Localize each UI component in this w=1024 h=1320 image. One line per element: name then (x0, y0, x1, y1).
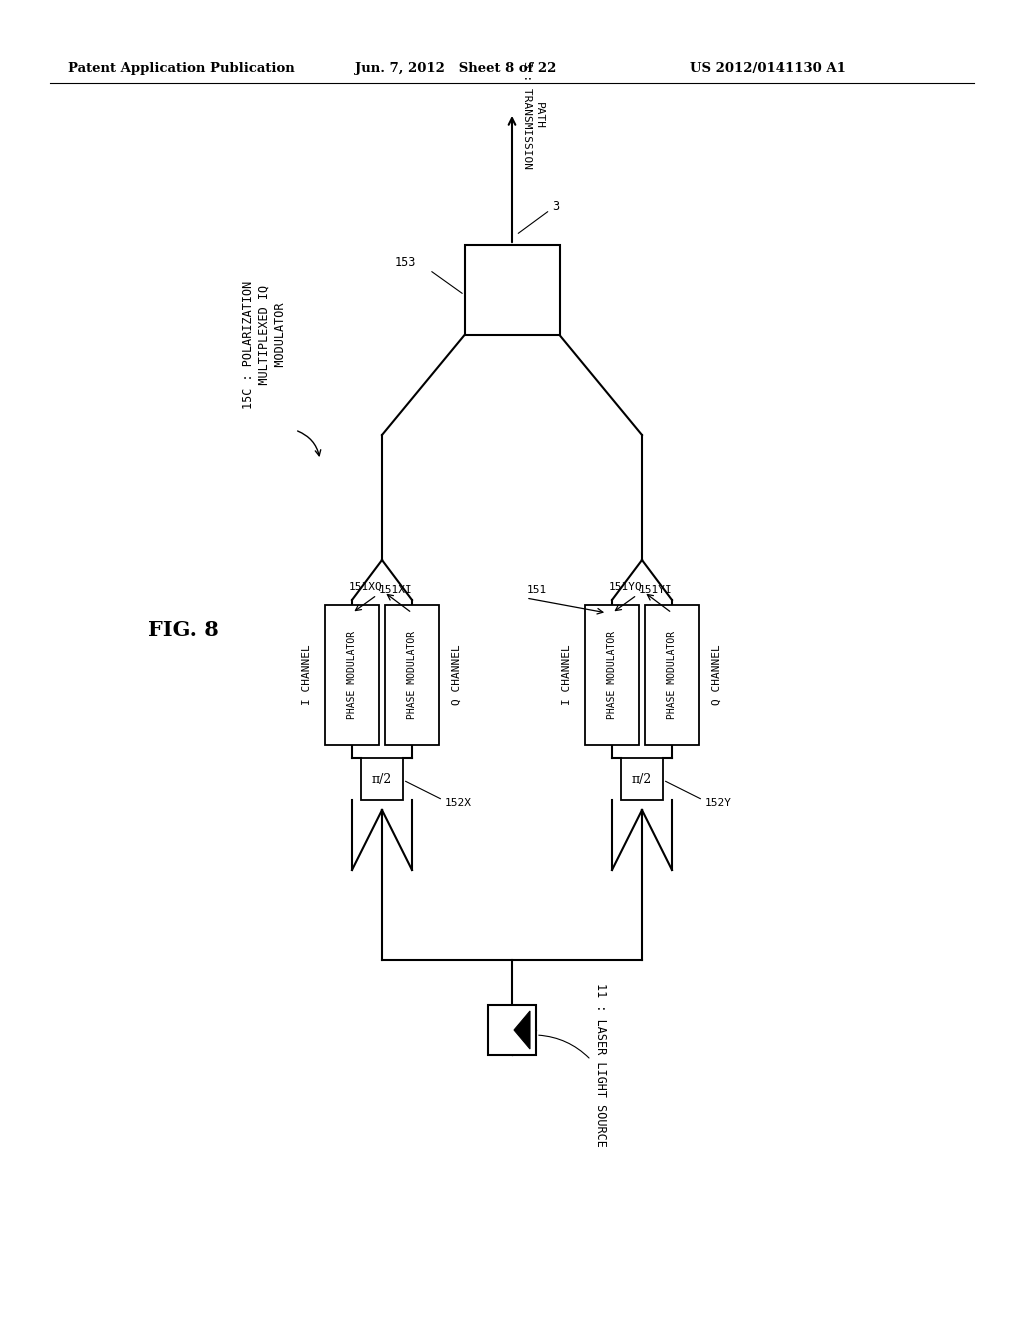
Text: PHASE MODULATOR: PHASE MODULATOR (667, 631, 677, 719)
Text: 11 : LASER LIGHT SOURCE: 11 : LASER LIGHT SOURCE (594, 983, 607, 1147)
Text: 3: 3 (552, 201, 559, 214)
Text: π/2: π/2 (632, 772, 652, 785)
Text: MODULATOR: MODULATOR (273, 302, 287, 388)
Text: 153: 153 (394, 256, 416, 269)
Text: Jun. 7, 2012   Sheet 8 of 22: Jun. 7, 2012 Sheet 8 of 22 (355, 62, 556, 75)
Text: PATH: PATH (534, 102, 544, 128)
Text: US 2012/0141130 A1: US 2012/0141130 A1 (690, 62, 846, 75)
Text: π/2: π/2 (372, 772, 392, 785)
Bar (385, 605, 439, 744)
Bar (465, 246, 559, 335)
Text: Q CHANNEL: Q CHANNEL (452, 644, 462, 705)
Text: I CHANNEL: I CHANNEL (302, 644, 312, 705)
Text: 15C : POLARIZATION: 15C : POLARIZATION (242, 281, 255, 409)
Text: 152X: 152X (445, 799, 472, 808)
Bar (488, 1005, 536, 1055)
Text: PHASE MODULATOR: PHASE MODULATOR (407, 631, 417, 719)
Text: 151: 151 (527, 585, 547, 595)
Text: 151XI: 151XI (379, 585, 413, 595)
Bar (645, 605, 699, 744)
Text: 151XQ: 151XQ (348, 582, 382, 591)
Text: FIG. 8: FIG. 8 (148, 620, 219, 640)
Text: Patent Application Publication: Patent Application Publication (68, 62, 295, 75)
Polygon shape (514, 1011, 530, 1049)
Bar (325, 605, 379, 744)
Text: POLARIZATION
COUPLER: POLARIZATION COUPLER (501, 252, 523, 327)
Text: I CHANNEL: I CHANNEL (562, 644, 572, 705)
Text: PHASE MODULATOR: PHASE MODULATOR (607, 631, 617, 719)
Bar (585, 605, 639, 744)
Text: 151YI: 151YI (639, 585, 673, 595)
Text: 151YQ: 151YQ (608, 582, 642, 591)
Text: PHASE MODULATOR: PHASE MODULATOR (347, 631, 357, 719)
Text: MULTIPLEXED IQ: MULTIPLEXED IQ (257, 284, 270, 405)
Bar (361, 758, 403, 800)
Text: 3 : TRANSMISSION: 3 : TRANSMISSION (522, 61, 532, 169)
Bar (621, 758, 663, 800)
Text: 152Y: 152Y (705, 799, 732, 808)
Text: Q CHANNEL: Q CHANNEL (712, 644, 722, 705)
